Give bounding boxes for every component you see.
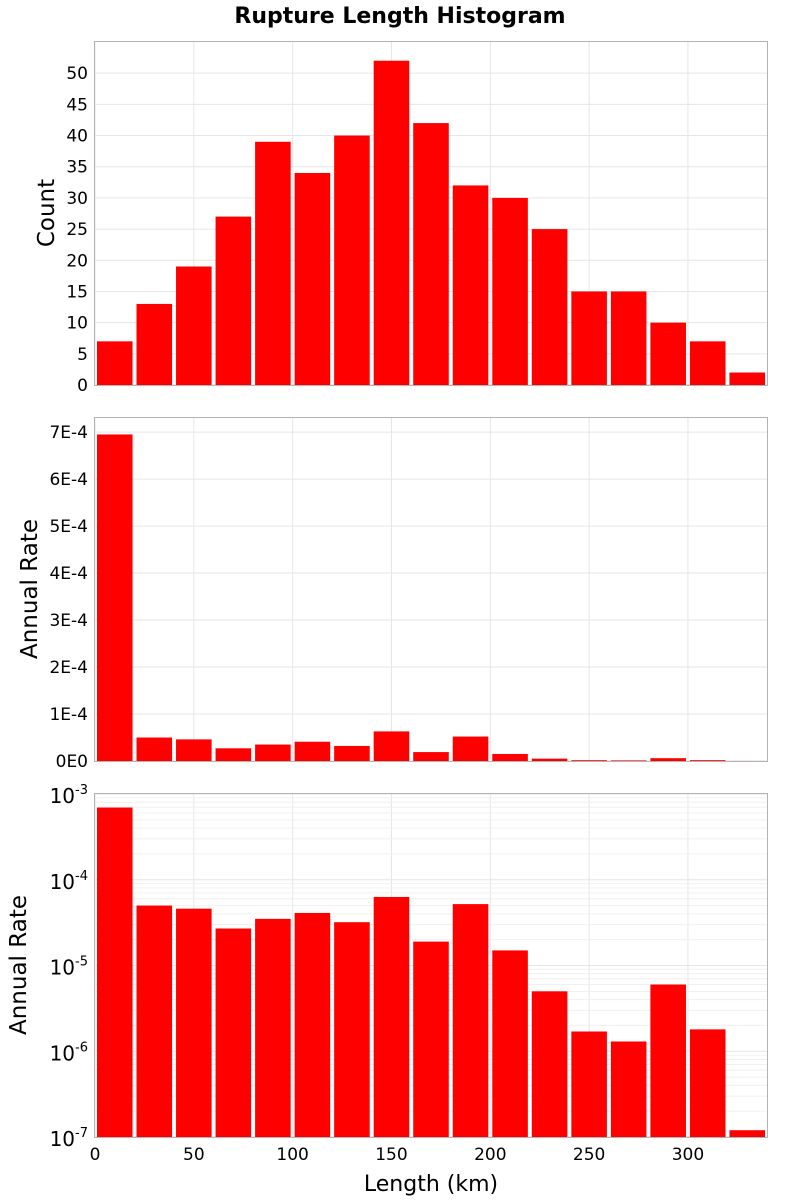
annual-rate-log-axis-label: Annual Rate [6,895,32,1035]
bar-rate-linear-8 [413,752,449,761]
bar-rate-log-6 [334,922,370,1137]
y-tick-label: 10-5 [50,955,88,980]
y-tick-label: 15 [66,282,88,302]
x-tick-label: 250 [573,1145,605,1165]
x-tick-label: 50 [183,1145,205,1165]
bar-rate-log-8 [413,941,449,1137]
y-tick-label: 2E-4 [49,658,88,678]
x-tick-label: 100 [276,1145,308,1165]
bar-rate-linear-3 [215,748,252,761]
bar-rate-log-9 [452,904,489,1137]
bar-count-8 [413,123,449,385]
annual-rate-linear-panel: 0E0 1E-4 2E-4 3E-4 4E-4 5E-4 6E-4 7E-4 Annual R… [17,417,768,772]
y-tick-label: 25 [66,220,88,240]
y-tick-label: 7E-4 [49,423,88,443]
y-tick-label: 40 [66,127,88,147]
bar-rate-linear-0 [96,434,133,761]
bar-rate-log-14 [650,984,686,1137]
bar-rate-linear-7 [373,731,410,761]
bar-rate-log-3 [215,928,252,1137]
bar-rate-log-2 [176,908,212,1137]
bar-rate-log-0 [96,807,133,1137]
bar-rate-linear-4 [255,744,291,761]
bar-rate-linear-10 [492,753,528,761]
x-tick-label: 0 [90,1145,101,1165]
x-tick-label: 200 [474,1145,506,1165]
bar-rate-log-10 [492,950,528,1137]
bar-rate-log-5 [294,912,331,1137]
y-tick-label: 5E-4 [49,517,88,537]
y-tick-label: 50 [66,64,88,84]
bar-count-14 [650,322,686,385]
bar-rate-linear-12 [571,760,607,761]
bar-count-12 [571,291,607,385]
y-tick-label: 35 [66,158,88,178]
bar-rate-linear-14 [650,758,686,761]
bar-count-1 [136,303,173,385]
x-tick-label: 300 [672,1145,704,1165]
bar-count-13 [610,291,647,385]
y-tick-label: 10-4 [50,869,88,894]
bar-rate-log-13 [610,1041,647,1137]
annual-rate-linear-axis-label: Annual Rate [17,519,43,659]
y-tick-label: 10-7 [50,1126,88,1151]
bar-count-4 [255,141,291,385]
bar-count-7 [373,60,410,385]
bar-count-9 [452,185,489,385]
y-tick-label: 10 [66,314,88,334]
bar-rate-linear-6 [334,745,370,761]
bar-count-16 [729,372,766,385]
count-histogram-panel: 0 5 10 15 20 25 30 35 40 45 50 Count [34,41,768,396]
bar-count-2 [176,266,212,385]
y-tick-label: 5 [77,345,88,365]
bar-count-11 [531,229,568,385]
bar-rate-log-7 [373,896,410,1137]
bar-rate-linear-5 [294,741,331,761]
y-tick-label: 45 [66,95,88,115]
bar-rate-linear-1 [136,737,173,761]
bar-rate-linear-9 [452,736,489,761]
bar-rate-log-16 [729,1130,766,1137]
x-axis-ticks: 0 50 100 150 200 250 300 [90,1145,705,1165]
y-tick-label: 20 [66,251,88,271]
bar-rate-linear-2 [176,739,212,761]
bar-rate-linear-11 [531,758,568,761]
x-axis-label: Length (km) [364,1172,498,1197]
chart-title: Rupture Length Histogram [234,4,565,29]
bar-rate-log-12 [571,1031,607,1137]
y-tick-label: 10-6 [50,1040,88,1065]
bar-rate-log-1 [136,905,173,1137]
y-tick-label: 1E-4 [49,705,88,725]
bar-rate-linear-15 [689,760,726,761]
bar-count-5 [294,172,331,385]
bar-rate-log-11 [531,991,568,1137]
bar-count-0 [96,341,133,385]
bar-rate-log-15 [689,1029,726,1137]
x-tick-label: 150 [375,1145,407,1165]
y-tick-label: 0E0 [56,752,88,772]
count-axis-label: Count [34,179,60,247]
bar-rate-log-4 [255,918,291,1137]
bar-count-15 [689,341,726,385]
bar-count-6 [334,135,370,385]
bar-rate-linear-13 [610,760,647,761]
y-tick-label: 0 [77,376,88,396]
bar-count-10 [492,197,528,385]
y-tick-label: 4E-4 [49,564,88,584]
y-tick-label: 6E-4 [49,470,88,490]
bar-count-3 [215,216,252,385]
annual-rate-log-panel: 10-3 10-4 10-5 10-6 10-7 Annual Rate [6,783,768,1151]
y-tick-label: 10-3 [50,783,88,808]
y-tick-label: 3E-4 [49,611,88,631]
y-tick-label: 30 [66,189,88,209]
